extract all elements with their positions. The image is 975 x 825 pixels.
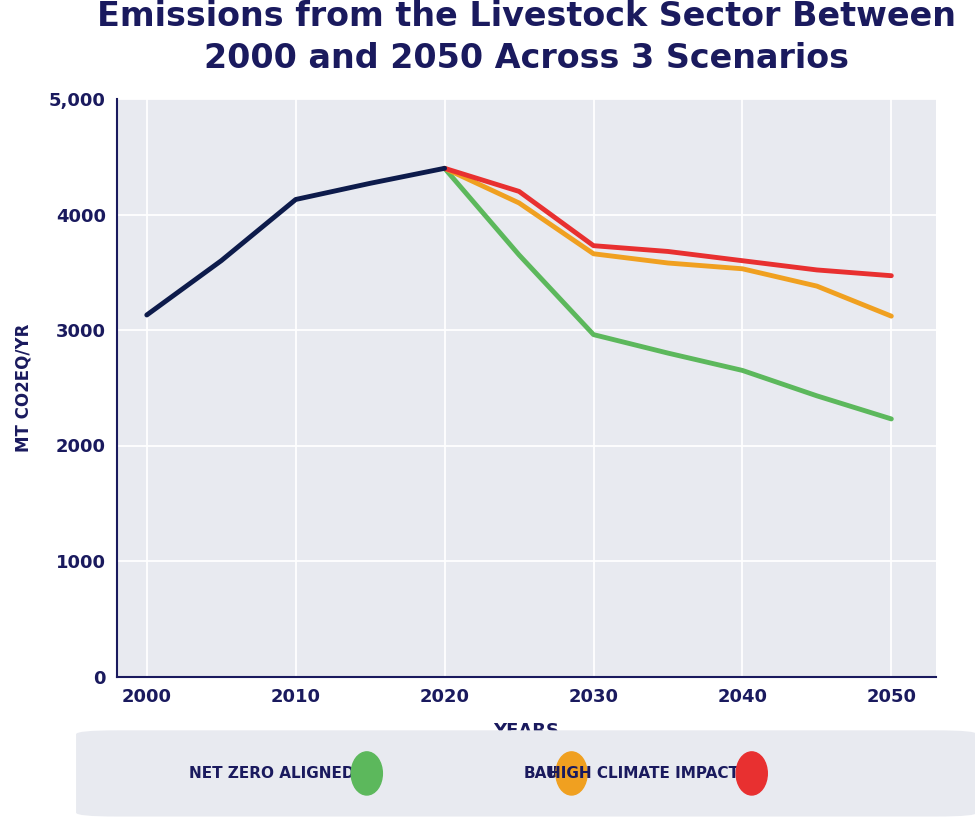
Ellipse shape	[351, 752, 382, 795]
Text: NET ZERO ALIGNED: NET ZERO ALIGNED	[189, 766, 355, 781]
Text: BAU: BAU	[524, 766, 560, 781]
Ellipse shape	[556, 752, 587, 795]
Title: Emissions from the Livestock Sector Between
2000 and 2050 Across 3 Scenarios: Emissions from the Livestock Sector Betw…	[97, 0, 956, 75]
Y-axis label: MT CO2EQ/YR: MT CO2EQ/YR	[15, 323, 32, 452]
Text: HIGH CLIMATE IMPACT: HIGH CLIMATE IMPACT	[549, 766, 739, 781]
FancyBboxPatch shape	[76, 730, 975, 817]
Ellipse shape	[736, 752, 767, 795]
X-axis label: YEARS: YEARS	[493, 722, 560, 740]
